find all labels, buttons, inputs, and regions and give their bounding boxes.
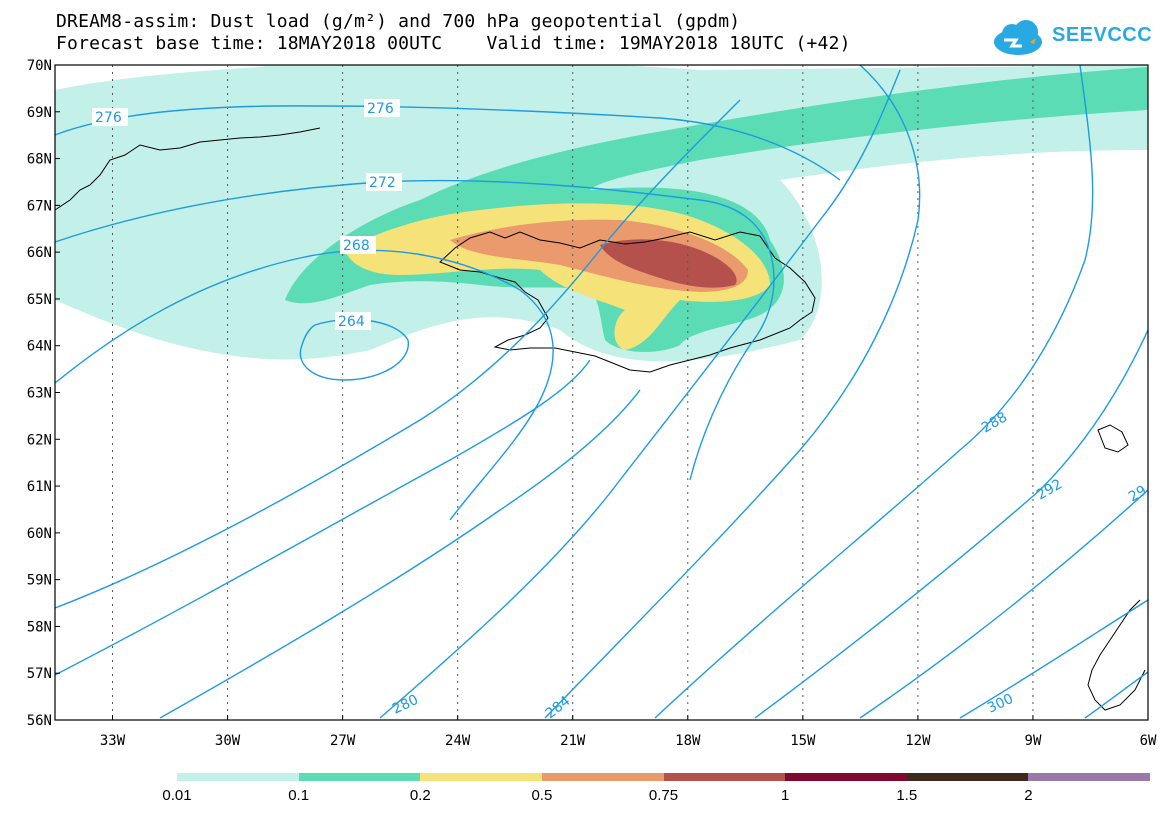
colorbar-swatch — [177, 773, 299, 781]
lat-label: 69N — [27, 105, 52, 121]
longitude-axis: 33W 30W 27W 24W 21W 18W 15W 12W 9W 6W — [100, 715, 1157, 749]
contour-284 — [544, 64, 921, 719]
latitude-axis: 70N 69N 68N 67N 66N 65N 64N 63N 62N 61N 60N 59N 58N 5… — [27, 58, 60, 729]
colorbar-label: 0.01 — [162, 787, 192, 804]
colorbar-swatch — [1028, 773, 1150, 781]
contour-272 — [54, 179, 775, 481]
contour-label: 280 — [390, 692, 421, 718]
colorbar-label: 0.75 — [648, 787, 679, 804]
dust-level-0.01-top — [240, 65, 420, 69]
lat-label: 62N — [27, 432, 52, 448]
lon-label: 33W — [100, 733, 126, 749]
lon-label: 15W — [790, 733, 816, 749]
colorbar-swatch — [298, 773, 421, 781]
contour-268 — [54, 249, 554, 521]
lon-label: 9W — [1025, 733, 1042, 749]
seevccc-logo — [994, 20, 1042, 55]
contour-label: 268 — [343, 238, 370, 254]
logo-text: SEEVCCC — [1052, 24, 1153, 46]
map-title-line1: DREAM8-assim: Dust load (g/m²) and 700 h… — [56, 11, 741, 32]
colorbar — [177, 773, 1150, 781]
scotland-coastline — [1087, 599, 1146, 711]
contour-label: 272 — [369, 175, 396, 191]
coastlines — [54, 127, 1146, 711]
contour-264 — [299, 318, 409, 381]
lon-label: 24W — [445, 733, 471, 749]
contour-288 — [654, 64, 1094, 719]
contour-label: 288 — [979, 409, 1010, 436]
lat-label: 64N — [27, 339, 52, 355]
lon-label: 30W — [215, 733, 241, 749]
lat-label: 61N — [27, 479, 52, 495]
colorbar-label: 2 — [1024, 787, 1033, 804]
contour-280 — [54, 99, 741, 609]
lat-label: 57N — [27, 666, 52, 682]
dust-level-0.75 — [600, 239, 737, 288]
geopotential-contours — [54, 64, 1149, 719]
colorbar-label: 0.2 — [409, 787, 431, 804]
contour-label: 284 — [543, 693, 574, 722]
contour-label: 276 — [367, 101, 394, 117]
lat-label: 59N — [27, 573, 52, 589]
lat-label: 63N — [27, 386, 52, 402]
contour-left-1 — [54, 359, 591, 676]
contour-276 — [54, 105, 841, 181]
dust-fields — [55, 65, 1148, 362]
colorbar-swatch — [541, 773, 664, 781]
contour-label: 300 — [985, 691, 1016, 717]
dust-level-0.1 — [285, 67, 1148, 352]
colorbar-swatch — [906, 773, 1029, 781]
colorbar-label: 0.5 — [531, 787, 553, 804]
map-title-line2: Forecast base time: 18MAY2018 00UTC Vali… — [56, 33, 851, 54]
contour-300 — [959, 599, 1149, 719]
contour-label: 276 — [95, 110, 122, 126]
contour-label: 29 — [1126, 483, 1149, 506]
faroe-coastline — [1097, 424, 1129, 453]
colorbar-label: 0.1 — [288, 787, 310, 804]
contour-label: 264 — [338, 314, 365, 330]
lat-label: 66N — [27, 245, 52, 261]
contour-label: 292 — [1034, 476, 1065, 503]
colorbar-label: 1 — [780, 787, 790, 804]
lon-label: 27W — [330, 733, 356, 749]
iceland-coastline — [439, 231, 816, 373]
lon-label: 6W — [1140, 733, 1157, 749]
lon-label: 18W — [675, 733, 701, 749]
contour-304 — [1084, 671, 1149, 719]
lon-label: 21W — [560, 733, 586, 749]
lat-label: 65N — [27, 292, 52, 308]
greenland-coastline — [54, 127, 321, 211]
contour-left-2 — [159, 389, 641, 719]
lon-label: 12W — [905, 733, 931, 749]
colorbar-swatch — [420, 773, 542, 781]
contour-296 — [859, 489, 1149, 719]
lat-label: 56N — [27, 713, 52, 729]
colorbar-swatch — [785, 773, 907, 781]
lat-label: 58N — [27, 619, 52, 635]
colorbar-label: 1.5 — [896, 787, 918, 804]
contour-280b — [379, 69, 901, 719]
colorbar-swatch — [663, 773, 786, 781]
lat-label: 68N — [27, 152, 52, 168]
lat-label: 67N — [27, 198, 52, 214]
cloud-icon — [994, 20, 1042, 55]
contour-292 — [754, 329, 1149, 719]
lat-label: 70N — [27, 58, 52, 74]
lat-label: 60N — [27, 526, 52, 542]
